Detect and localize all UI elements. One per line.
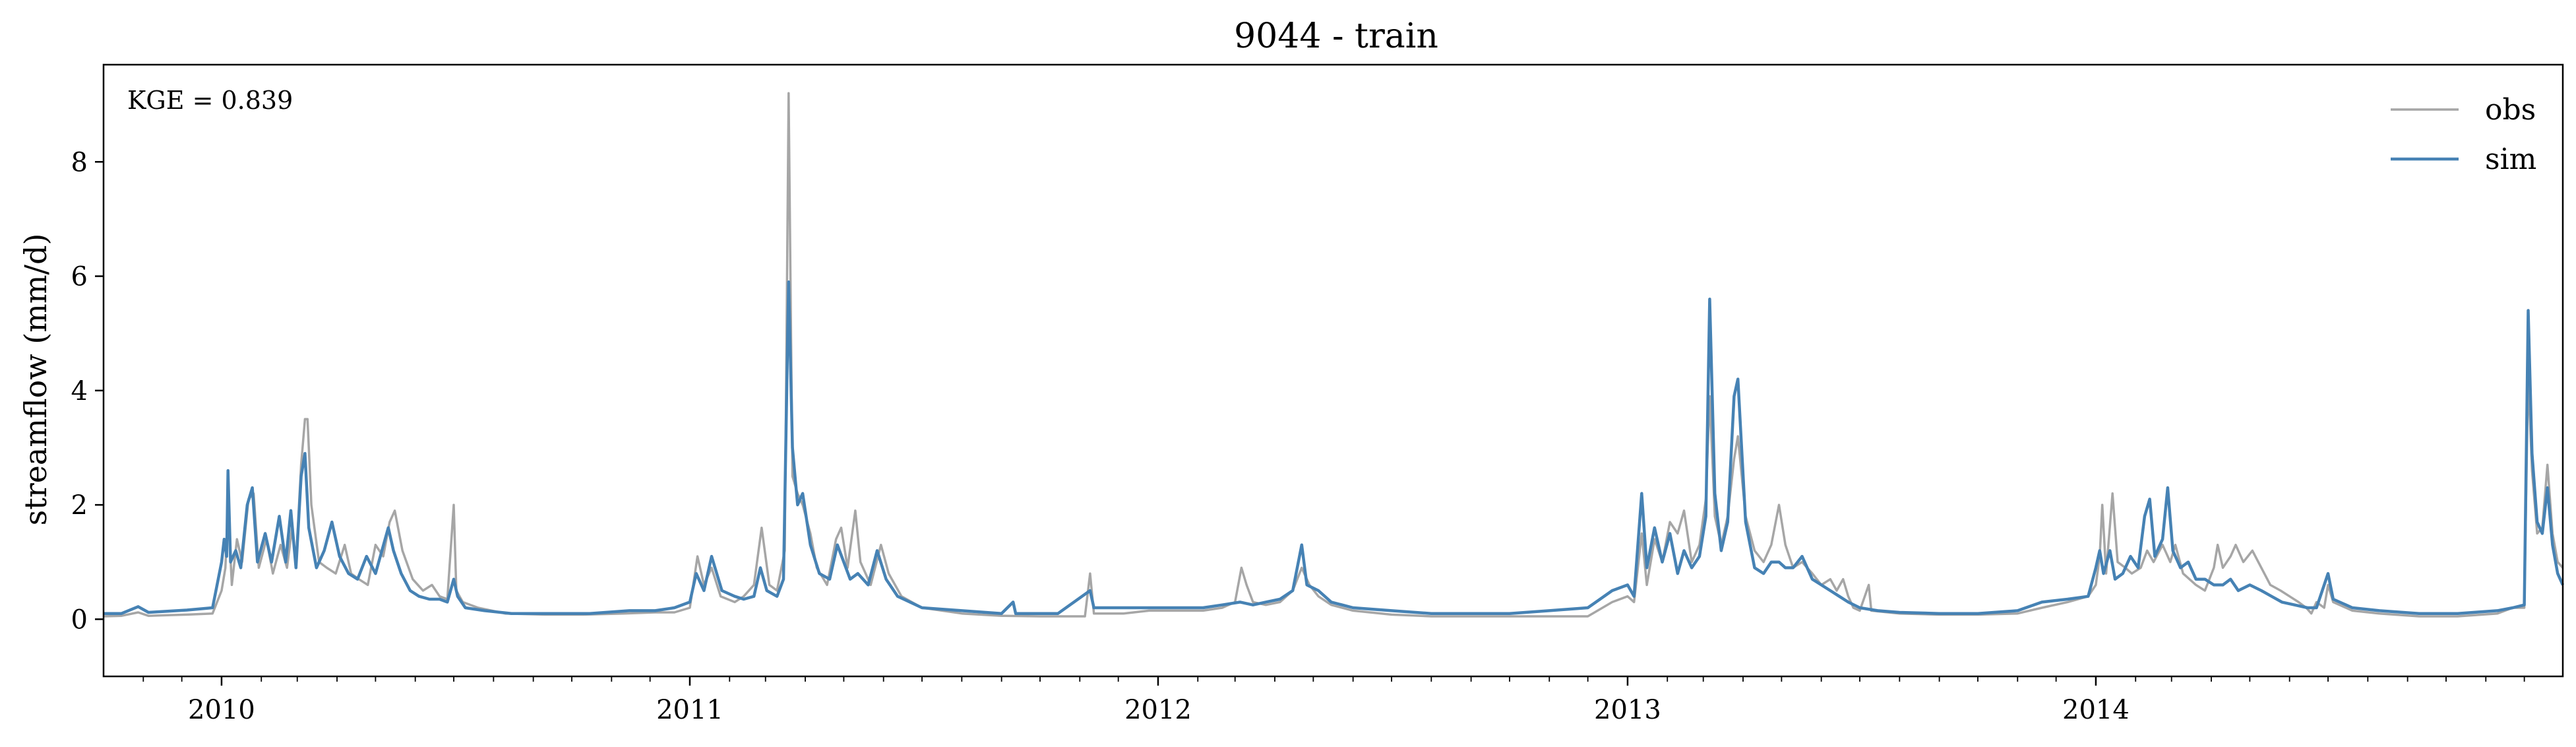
y-tick-label: 2	[71, 490, 88, 521]
x-tick-label: 2011	[656, 695, 723, 725]
axes: 0 2 4 6 8 2010 2011 2012 2013 2014	[71, 63, 2564, 725]
y-tick-label: 4	[71, 376, 88, 406]
legend: obs sim	[2391, 93, 2536, 176]
plot-area	[103, 92, 2565, 618]
chart-title: 9044 - train	[1234, 16, 1438, 56]
y-axis-label: streamflow (mm/d)	[18, 234, 53, 526]
series-line-sim	[104, 280, 2565, 615]
x-tick-label: 2012	[1124, 695, 1192, 725]
x-tick-label: 2013	[1594, 695, 1661, 725]
kge-annotation: KGE = 0.839	[127, 86, 293, 115]
series-line-obs	[103, 92, 2564, 618]
legend-label-sim: sim	[2485, 143, 2536, 176]
y-tick-label: 0	[71, 604, 88, 635]
plot-frame	[102, 63, 2564, 678]
y-tick-label: 6	[71, 262, 88, 292]
legend-label-obs: obs	[2485, 93, 2536, 127]
x-tick-label: 2014	[2062, 695, 2130, 725]
y-tick-label: 8	[71, 147, 88, 178]
x-tick-label: 2010	[188, 695, 255, 725]
